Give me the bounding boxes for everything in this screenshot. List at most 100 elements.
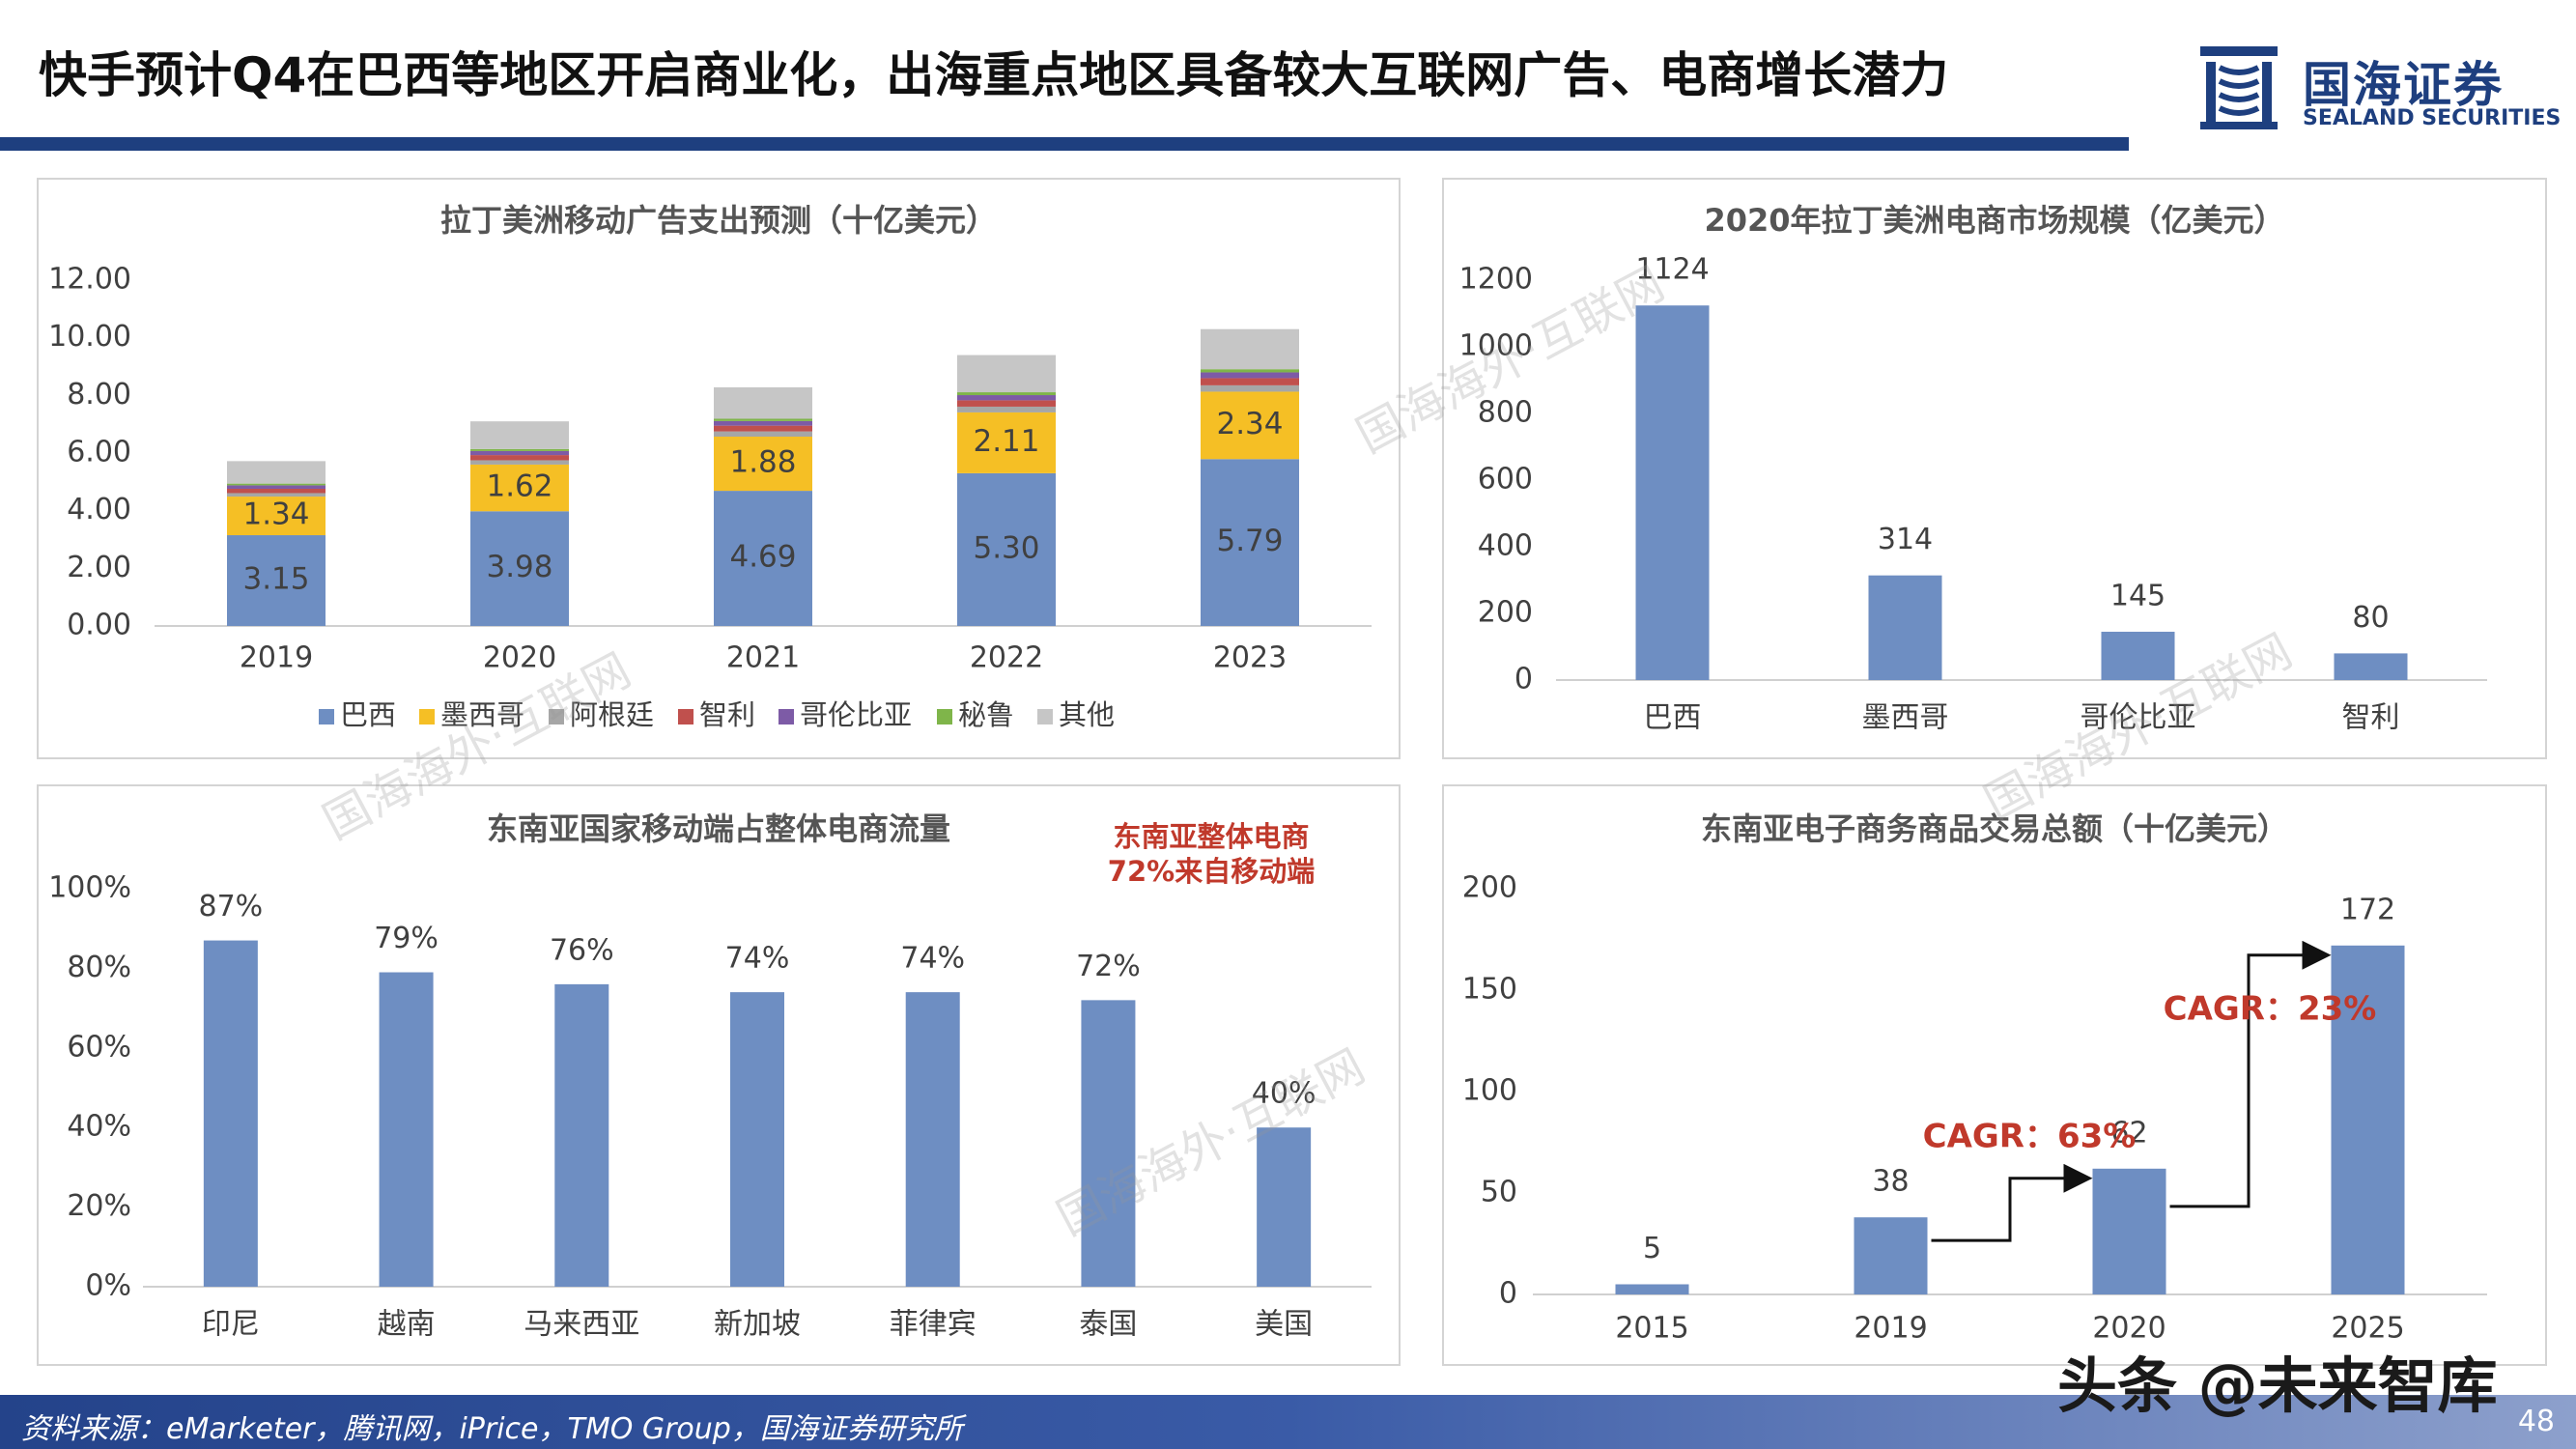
bar-segment bbox=[714, 425, 812, 432]
cagr-arrow bbox=[2169, 940, 2332, 1208]
bar-segment bbox=[1201, 391, 1299, 460]
x-tick-label: 美国 bbox=[1255, 1308, 1313, 1342]
legend-label: 巴西 bbox=[340, 698, 396, 731]
y-tick-label: 80% bbox=[67, 951, 131, 984]
x-tick-label: 新加坡 bbox=[714, 1308, 801, 1342]
bar bbox=[2331, 945, 2405, 1294]
data-label: 145 bbox=[2110, 579, 2166, 612]
y-tick-label: 50 bbox=[1481, 1176, 1517, 1209]
sea-mobile-traffic-share-chart: 东南亚国家移动端占整体电商流量 0% 20% 40% 60% 80% 100% 87% 印尼 79… bbox=[48, 810, 1372, 1342]
y-tick-label: 40% bbox=[67, 1110, 131, 1144]
y-tick-label: 0 bbox=[1514, 663, 1533, 696]
y-tick-label: 0.00 bbox=[67, 609, 131, 642]
bar-segment bbox=[957, 412, 1056, 473]
chart-panel-latam-ad-spend: 拉丁美洲移动广告支出预测（十亿美元） 0.00 2.00 4.00 6.00 8.00 10… bbox=[37, 178, 1401, 759]
bar-segment bbox=[227, 485, 326, 489]
bar-segment bbox=[470, 460, 569, 465]
x-tick-label: 马来西亚 bbox=[524, 1308, 639, 1342]
bar-segment bbox=[957, 395, 1056, 401]
legend-label: 智利 bbox=[699, 698, 755, 731]
latam-ecommerce-market-chart: 2020年拉丁美洲电商市场规模（亿美元） 0 200 400 600 800 1000 120… bbox=[1459, 202, 2487, 735]
bar-segment bbox=[1201, 372, 1299, 379]
bar-segment bbox=[227, 497, 326, 536]
data-label: 5.30 bbox=[973, 530, 1039, 565]
legend-swatch bbox=[419, 709, 435, 724]
sea-ecommerce-gmv-chart: 东南亚电子商务商品交易总额（十亿美元） 0 50 100 150 200 5 2015 38 20… bbox=[1462, 810, 2487, 1346]
data-label: 74% bbox=[900, 942, 965, 976]
data-label: 62 bbox=[2110, 1116, 2147, 1150]
data-label: 1.88 bbox=[729, 445, 796, 480]
title-underline-bar bbox=[0, 137, 2129, 151]
legend-swatch bbox=[778, 709, 794, 724]
bar bbox=[1854, 1217, 1928, 1294]
y-tick-label: 1200 bbox=[1459, 263, 1533, 297]
chart-panel-latam-ecommerce: 2020年拉丁美洲电商市场规模（亿美元） 0 200 400 600 800 1000 120… bbox=[1442, 178, 2547, 759]
data-label: 72% bbox=[1076, 950, 1141, 983]
data-label: 5 bbox=[1643, 1232, 1661, 1265]
bar bbox=[730, 992, 784, 1287]
bar-segment bbox=[227, 461, 326, 484]
corner-watermark: 头条 @未来智库 bbox=[2057, 1350, 2498, 1421]
page-title: 快手预计Q4在巴西等地区开启商业化，出海重点地区具备较大互联网广告、电商增长潜力 bbox=[39, 47, 1949, 103]
y-tick-label: 200 bbox=[1478, 596, 1533, 630]
x-tick-label: 智利 bbox=[2342, 701, 2400, 735]
y-tick-label: 0% bbox=[85, 1269, 131, 1303]
y-tick-label: 600 bbox=[1478, 463, 1533, 497]
chart-title: 2020年拉丁美洲电商市场规模（亿美元） bbox=[1704, 202, 2284, 239]
data-label: 74% bbox=[725, 942, 790, 976]
bar bbox=[1868, 575, 1942, 680]
x-tick-label: 2023 bbox=[1213, 641, 1287, 675]
bar-segment bbox=[470, 464, 569, 512]
bar bbox=[2334, 653, 2408, 680]
chart-title: 拉丁美洲移动广告支出预测（十亿美元） bbox=[440, 202, 997, 239]
x-tick-label: 墨西哥 bbox=[1862, 701, 1949, 735]
data-label: 1.34 bbox=[242, 497, 309, 532]
x-tick-label: 2020 bbox=[483, 641, 556, 675]
bar bbox=[1081, 1000, 1136, 1287]
bar-segment bbox=[714, 491, 812, 626]
bar bbox=[2101, 631, 2175, 680]
x-tick-label: 2025 bbox=[2331, 1312, 2404, 1346]
bar bbox=[1257, 1127, 1312, 1287]
y-tick-label: 100 bbox=[1462, 1074, 1517, 1108]
legend-label: 阿根廷 bbox=[570, 698, 654, 731]
y-tick-label: 12.00 bbox=[48, 263, 131, 297]
legend-label: 墨西哥 bbox=[440, 698, 524, 731]
bar-segment bbox=[714, 431, 812, 437]
y-tick-label: 20% bbox=[67, 1189, 131, 1223]
bar-segment bbox=[714, 420, 812, 426]
x-tick-label: 哥伦比亚 bbox=[2081, 701, 2196, 735]
data-label: 2.34 bbox=[1216, 407, 1283, 441]
legend-swatch bbox=[1037, 709, 1053, 724]
x-tick-label: 越南 bbox=[378, 1308, 436, 1342]
data-label: 3.15 bbox=[242, 562, 309, 597]
bar bbox=[203, 940, 258, 1287]
legend-swatch bbox=[549, 709, 564, 724]
y-tick-label: 8.00 bbox=[67, 378, 131, 412]
y-tick-label: 2.00 bbox=[67, 551, 131, 584]
data-label: 172 bbox=[2340, 893, 2395, 926]
data-label: 38 bbox=[1872, 1165, 1909, 1199]
bar-segment bbox=[1201, 384, 1299, 392]
chart-panel-sea-gmv: 东南亚电子商务商品交易总额（十亿美元） 0 50 100 150 200 5 2015 38 20… bbox=[1442, 784, 2547, 1366]
bar bbox=[905, 992, 960, 1287]
bar-segment bbox=[227, 493, 326, 497]
data-label: 4.69 bbox=[729, 540, 796, 575]
bar-segment bbox=[227, 483, 326, 486]
data-label: 2.11 bbox=[973, 424, 1039, 459]
bar bbox=[1635, 305, 1710, 680]
bar-segment bbox=[470, 448, 569, 451]
y-tick-label: 200 bbox=[1462, 871, 1517, 905]
bar-segment bbox=[714, 418, 812, 421]
x-tick-label: 2022 bbox=[970, 641, 1043, 675]
footer-bar: 资料来源：eMarketer，腾讯网，iPrice，TMO Group，国海证券… bbox=[0, 1395, 2576, 1449]
legend-label: 哥伦比亚 bbox=[800, 698, 912, 731]
bar-segment bbox=[470, 421, 569, 449]
x-tick-label: 泰国 bbox=[1079, 1308, 1137, 1342]
bar-segment bbox=[1201, 328, 1299, 370]
y-tick-label: 0 bbox=[1499, 1277, 1517, 1311]
legend-label: 秘鲁 bbox=[958, 698, 1014, 731]
data-label: 79% bbox=[374, 922, 439, 955]
bar-segment bbox=[1201, 459, 1299, 626]
bar-segment bbox=[957, 406, 1056, 412]
